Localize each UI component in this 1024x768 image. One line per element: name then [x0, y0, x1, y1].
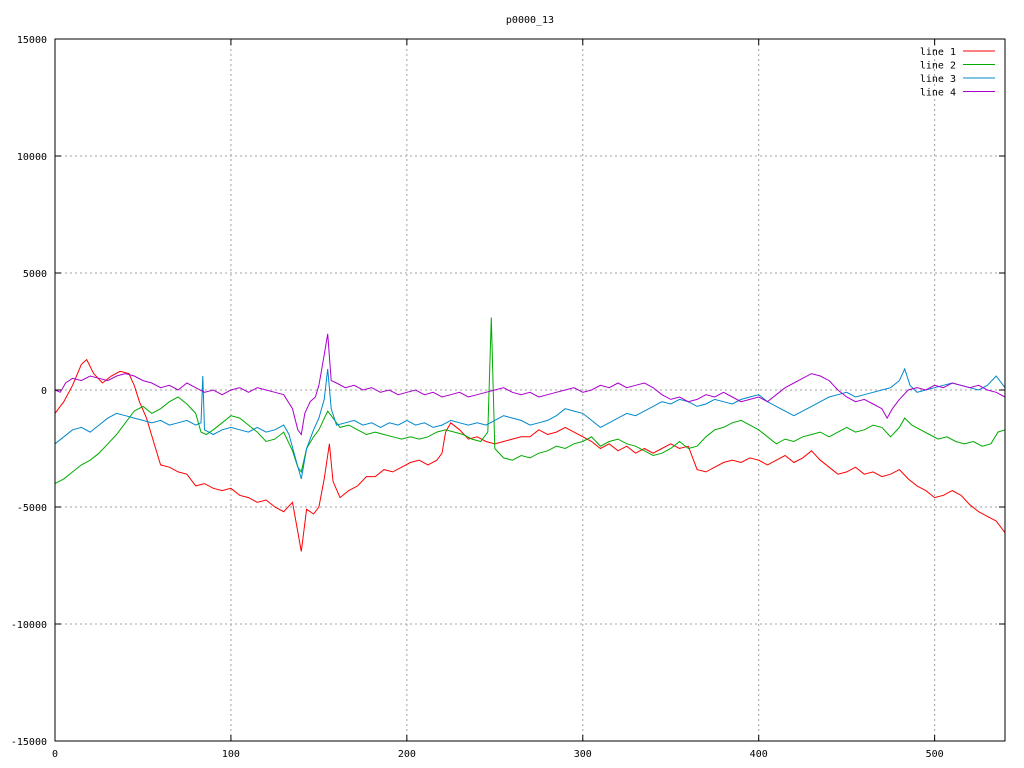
y-tick-label: -10000 — [11, 620, 47, 631]
series-line — [54, 317, 1006, 485]
x-tick-label: 100 — [222, 749, 240, 760]
x-tick-label: 0 — [52, 749, 58, 760]
plot-frame — [54, 38, 1006, 742]
series-layer — [54, 317, 1006, 552]
x-tick-label: 400 — [750, 749, 768, 760]
y-tick-label: 0 — [41, 386, 47, 397]
legend-label: line 1 — [920, 47, 956, 58]
series-line — [54, 333, 1006, 436]
y-tick-label: 10000 — [17, 152, 47, 163]
grid — [55, 39, 1005, 741]
y-tick-label: 5000 — [23, 269, 47, 280]
tick-layer: -15000 -10000 -5000 0 5000 10000 15000 0 100 200 3… — [11, 35, 1005, 760]
legend-label: line 3 — [920, 74, 956, 85]
x-tick-label: 300 — [574, 749, 592, 760]
y-tick-label: 15000 — [17, 35, 47, 46]
x-tick-label: 200 — [398, 749, 416, 760]
y-tick-label: -5000 — [17, 503, 47, 514]
legend-label: line 4 — [920, 88, 956, 99]
chart-title: p0000_13 — [506, 15, 554, 26]
legend: line 1 line 2 line 3 line 4 — [920, 47, 995, 99]
y-tick-label: -15000 — [11, 737, 47, 748]
series-line — [54, 358, 1006, 552]
legend-label: line 2 — [920, 61, 956, 72]
series-line — [54, 367, 1006, 480]
x-tick-label: 500 — [926, 749, 944, 760]
